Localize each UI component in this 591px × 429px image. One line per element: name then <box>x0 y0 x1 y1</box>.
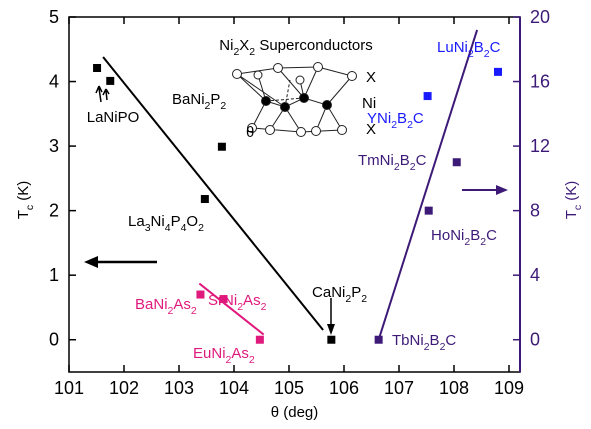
point-label: LuNi2B2C <box>437 39 501 60</box>
y2-tick-label: 0 <box>530 330 540 350</box>
y-tick-label: 1 <box>49 265 59 285</box>
point-label: TmNi2B2C <box>358 152 427 173</box>
x-tick-label: 105 <box>274 378 304 398</box>
y-tick-label: 4 <box>49 72 59 92</box>
point <box>255 335 264 344</box>
point <box>196 290 205 299</box>
point-label: SrNi2As2 <box>208 292 267 313</box>
fit-line <box>102 56 324 331</box>
structure-label: Ni <box>362 95 376 112</box>
x-tick-label: 101 <box>54 378 84 398</box>
structure-label: X <box>366 121 376 138</box>
point <box>219 295 228 304</box>
point <box>423 92 432 101</box>
fit-line <box>377 29 479 341</box>
x-tick-label: 109 <box>494 378 524 398</box>
point <box>327 335 336 344</box>
x-tick-label: 103 <box>164 378 194 398</box>
point-label: CaNi2P2 <box>312 284 367 305</box>
point-label: BaNi2P2 <box>172 91 226 112</box>
crystal-structure <box>232 62 357 137</box>
y-tick-label: 0 <box>49 330 59 350</box>
fit-line <box>198 282 265 336</box>
point-label: YNi2B2C <box>367 110 424 131</box>
y-tick-label: 3 <box>49 136 59 156</box>
structure-label: θ <box>246 124 254 141</box>
y-tick-label: 2 <box>49 201 59 221</box>
y-axis-label: Tc (K) <box>15 181 36 220</box>
point <box>217 142 226 151</box>
x-axis-label: θ (deg) <box>271 404 319 421</box>
point <box>106 76 115 85</box>
y2-tick-label: 16 <box>530 72 550 92</box>
point <box>494 67 502 76</box>
point-label: EuNi2As2 <box>193 345 255 366</box>
x-tick-label: 108 <box>439 378 469 398</box>
point <box>374 335 383 344</box>
chart-title: Ni2X2 Superconductors <box>219 37 373 58</box>
structure-label: X <box>366 69 376 86</box>
y2-axis-label: Tc (K) <box>563 181 584 220</box>
point <box>424 206 433 215</box>
y2-tick-label: 12 <box>530 136 550 156</box>
point <box>452 158 461 167</box>
x-tick-label: 106 <box>329 378 359 398</box>
y2-tick-label: 4 <box>530 265 540 285</box>
y-tick-label: 5 <box>49 7 59 27</box>
plot-frame <box>68 16 521 373</box>
point-label: La3Ni4P4O2 <box>128 213 204 234</box>
y2-tick-label: 8 <box>530 201 540 221</box>
arrows <box>84 85 508 335</box>
x-tick-label: 104 <box>219 378 249 398</box>
y2-tick-label: 20 <box>530 7 550 27</box>
point-label: TbNi2B2C <box>392 332 456 353</box>
x-tick-label: 107 <box>384 378 414 398</box>
point-label: BaNi2As2 <box>135 296 197 317</box>
point <box>200 195 209 204</box>
point-label: LaNiPO <box>87 109 140 126</box>
x-tick-label: 102 <box>109 378 139 398</box>
point-label: HoNi2B2C <box>431 227 497 248</box>
point <box>93 63 102 72</box>
